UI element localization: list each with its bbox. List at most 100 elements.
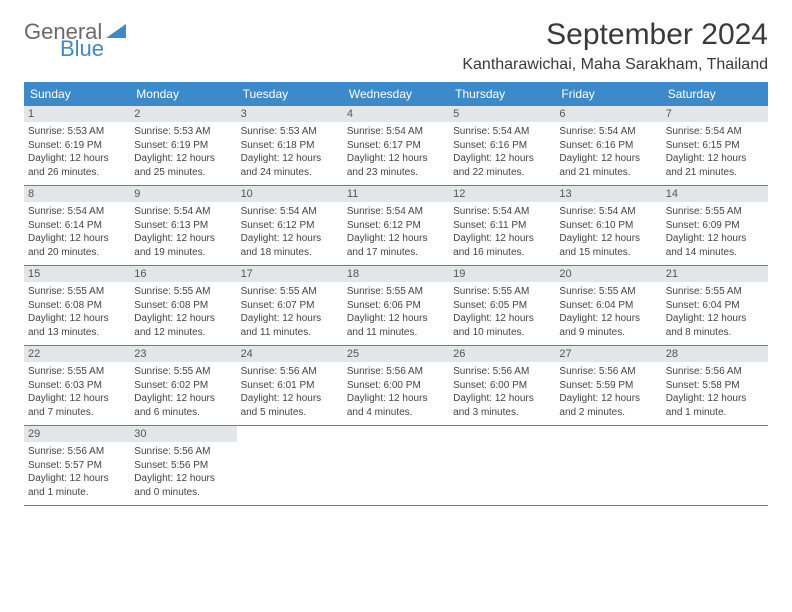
day-body: Sunrise: 5:54 AMSunset: 6:13 PMDaylight:… xyxy=(134,205,232,259)
sunset-line: Sunset: 6:04 PM xyxy=(559,299,657,313)
day-number: 10 xyxy=(237,186,343,202)
daylight-line: Daylight: 12 hours and 0 minutes. xyxy=(134,472,232,499)
day-number: 15 xyxy=(24,266,130,282)
day-number: 13 xyxy=(555,186,661,202)
sunrise-line: Sunrise: 5:54 AM xyxy=(666,125,764,139)
sunrise-line: Sunrise: 5:55 AM xyxy=(134,365,232,379)
daylight-line: Daylight: 12 hours and 7 minutes. xyxy=(28,392,126,419)
day-number xyxy=(662,426,768,430)
day-cell: 26Sunrise: 5:56 AMSunset: 6:00 PMDayligh… xyxy=(449,346,555,425)
day-cell: 7Sunrise: 5:54 AMSunset: 6:15 PMDaylight… xyxy=(662,106,768,185)
day-cell: 18Sunrise: 5:55 AMSunset: 6:06 PMDayligh… xyxy=(343,266,449,345)
day-cell: 25Sunrise: 5:56 AMSunset: 6:00 PMDayligh… xyxy=(343,346,449,425)
sunrise-line: Sunrise: 5:54 AM xyxy=(134,205,232,219)
day-header: Wednesday xyxy=(343,82,449,106)
day-cell: 2 Sunrise: 5:53 AMSunset: 6:19 PMDaylight… xyxy=(130,106,236,185)
sunset-line: Sunset: 6:19 PM xyxy=(134,139,232,153)
daylight-line: Daylight: 12 hours and 24 minutes. xyxy=(241,152,339,179)
day-number: 22 xyxy=(24,346,130,362)
day-number: 25 xyxy=(343,346,449,362)
daylight-line: Daylight: 12 hours and 26 minutes. xyxy=(28,152,126,179)
daylight-line: Daylight: 12 hours and 15 minutes. xyxy=(559,232,657,259)
sunset-line: Sunset: 6:09 PM xyxy=(666,219,764,233)
day-cell: 6Sunrise: 5:54 AMSunset: 6:16 PMDaylight… xyxy=(555,106,661,185)
sunrise-line: Sunrise: 5:56 AM xyxy=(666,365,764,379)
daylight-line: Daylight: 12 hours and 9 minutes. xyxy=(559,312,657,339)
calendar: SundayMondayTuesdayWednesdayThursdayFrid… xyxy=(24,82,768,506)
sunset-line: Sunset: 6:11 PM xyxy=(453,219,551,233)
sunrise-line: Sunrise: 5:56 AM xyxy=(559,365,657,379)
day-number: 12 xyxy=(449,186,555,202)
day-number: 28 xyxy=(662,346,768,362)
daylight-line: Daylight: 12 hours and 6 minutes. xyxy=(134,392,232,419)
sunset-line: Sunset: 6:13 PM xyxy=(134,219,232,233)
sunrise-line: Sunrise: 5:54 AM xyxy=(28,205,126,219)
sunset-line: Sunset: 6:02 PM xyxy=(134,379,232,393)
day-cell: 20Sunrise: 5:55 AMSunset: 6:04 PMDayligh… xyxy=(555,266,661,345)
day-number: 19 xyxy=(449,266,555,282)
day-body: Sunrise: 5:55 AMSunset: 6:05 PMDaylight:… xyxy=(453,285,551,339)
daylight-line: Daylight: 12 hours and 19 minutes. xyxy=(134,232,232,259)
day-body: Sunrise: 5:53 AMSunset: 6:19 PMDaylight:… xyxy=(134,125,232,179)
day-cell: 24Sunrise: 5:56 AMSunset: 6:01 PMDayligh… xyxy=(237,346,343,425)
day-number: 11 xyxy=(343,186,449,202)
day-number: 17 xyxy=(237,266,343,282)
day-body: Sunrise: 5:56 AMSunset: 5:57 PMDaylight:… xyxy=(28,445,126,499)
daylight-line: Daylight: 12 hours and 8 minutes. xyxy=(666,312,764,339)
day-number: 2 xyxy=(130,106,236,122)
day-number xyxy=(343,426,449,430)
sunset-line: Sunset: 6:19 PM xyxy=(28,139,126,153)
day-body: Sunrise: 5:55 AMSunset: 6:03 PMDaylight:… xyxy=(28,365,126,419)
day-body: Sunrise: 5:55 AMSunset: 6:04 PMDaylight:… xyxy=(559,285,657,339)
day-header: Tuesday xyxy=(237,82,343,106)
daylight-line: Daylight: 12 hours and 12 minutes. xyxy=(134,312,232,339)
day-cell: 15Sunrise: 5:55 AMSunset: 6:08 PMDayligh… xyxy=(24,266,130,345)
header: General Blue September 2024 Kantharawich… xyxy=(24,18,768,74)
day-body: Sunrise: 5:54 AMSunset: 6:12 PMDaylight:… xyxy=(347,205,445,259)
day-body: Sunrise: 5:56 AMSunset: 6:00 PMDaylight:… xyxy=(453,365,551,419)
sunrise-line: Sunrise: 5:55 AM xyxy=(453,285,551,299)
sunrise-line: Sunrise: 5:55 AM xyxy=(241,285,339,299)
day-body: Sunrise: 5:55 AMSunset: 6:09 PMDaylight:… xyxy=(666,205,764,259)
day-cell: 30Sunrise: 5:56 AMSunset: 5:56 PMDayligh… xyxy=(130,426,236,505)
day-body: Sunrise: 5:55 AMSunset: 6:04 PMDaylight:… xyxy=(666,285,764,339)
day-body: Sunrise: 5:54 AMSunset: 6:11 PMDaylight:… xyxy=(453,205,551,259)
sunrise-line: Sunrise: 5:54 AM xyxy=(453,125,551,139)
day-cell xyxy=(237,426,343,505)
sunset-line: Sunset: 6:16 PM xyxy=(559,139,657,153)
sunset-line: Sunset: 6:14 PM xyxy=(28,219,126,233)
logo-text: General Blue xyxy=(24,22,126,60)
sunset-line: Sunset: 5:58 PM xyxy=(666,379,764,393)
day-cell: 19 Sunrise: 5:55 AMSunset: 6:05 PMDayligh… xyxy=(449,266,555,345)
day-header-row: SundayMondayTuesdayWednesdayThursdayFrid… xyxy=(24,82,768,106)
weeks-container: 1Sunrise: 5:53 AMSunset: 6:19 PMDaylight… xyxy=(24,106,768,506)
daylight-line: Daylight: 12 hours and 3 minutes. xyxy=(453,392,551,419)
day-cell: 28Sunrise: 5:56 AMSunset: 5:58 PMDayligh… xyxy=(662,346,768,425)
day-cell xyxy=(662,426,768,505)
day-header: Thursday xyxy=(449,82,555,106)
day-body: Sunrise: 5:54 AMSunset: 6:15 PMDaylight:… xyxy=(666,125,764,179)
day-number: 23 xyxy=(130,346,236,362)
day-number: 24 xyxy=(237,346,343,362)
sunset-line: Sunset: 6:08 PM xyxy=(134,299,232,313)
daylight-line: Daylight: 12 hours and 11 minutes. xyxy=(241,312,339,339)
daylight-line: Daylight: 12 hours and 2 minutes. xyxy=(559,392,657,419)
sunset-line: Sunset: 6:12 PM xyxy=(347,219,445,233)
daylight-line: Daylight: 12 hours and 4 minutes. xyxy=(347,392,445,419)
day-cell: 8Sunrise: 5:54 AMSunset: 6:14 PMDaylight… xyxy=(24,186,130,265)
day-body: Sunrise: 5:55 AMSunset: 6:07 PMDaylight:… xyxy=(241,285,339,339)
day-cell: 29Sunrise: 5:56 AMSunset: 5:57 PMDayligh… xyxy=(24,426,130,505)
day-number: 1 xyxy=(24,106,130,122)
daylight-line: Daylight: 12 hours and 25 minutes. xyxy=(134,152,232,179)
sunrise-line: Sunrise: 5:54 AM xyxy=(347,205,445,219)
sunset-line: Sunset: 6:15 PM xyxy=(666,139,764,153)
day-body: Sunrise: 5:54 AMSunset: 6:16 PMDaylight:… xyxy=(453,125,551,179)
week-row: 22 Sunrise: 5:55 AMSunset: 6:03 PMDayligh… xyxy=(24,346,768,426)
daylight-line: Daylight: 12 hours and 11 minutes. xyxy=(347,312,445,339)
sunrise-line: Sunrise: 5:54 AM xyxy=(559,205,657,219)
daylight-line: Daylight: 12 hours and 22 minutes. xyxy=(453,152,551,179)
sunset-line: Sunset: 6:06 PM xyxy=(347,299,445,313)
day-body: Sunrise: 5:53 AMSunset: 6:19 PMDaylight:… xyxy=(28,125,126,179)
sunrise-line: Sunrise: 5:55 AM xyxy=(28,285,126,299)
week-row: 1Sunrise: 5:53 AMSunset: 6:19 PMDaylight… xyxy=(24,106,768,186)
